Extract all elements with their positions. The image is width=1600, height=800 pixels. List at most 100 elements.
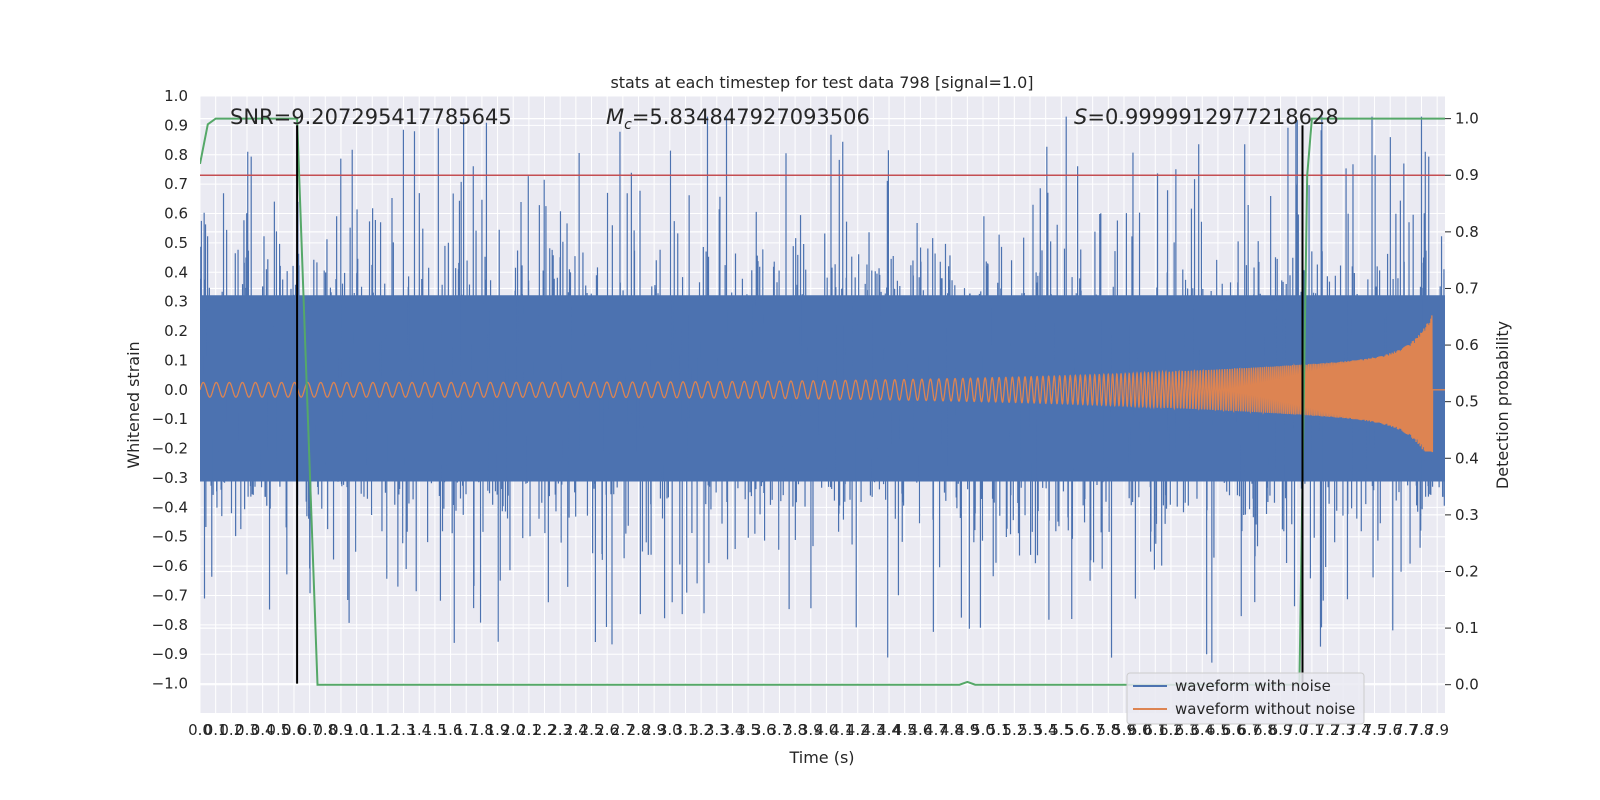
x-tick-label: 1.7 bbox=[454, 721, 478, 739]
x-tick-label: 1.6 bbox=[439, 721, 463, 739]
left-y-tick-labels: 1.0 0.9 0.8 0.7 0.6 0.5 0.4 0.3 0.2 0.1 0.0 −0.1 −0.… bbox=[152, 87, 188, 693]
x-tick-label: 2.1 bbox=[517, 721, 541, 739]
left-y-tick-label: 0.5 bbox=[164, 234, 188, 252]
x-tick-label: 5.3 bbox=[1018, 721, 1042, 739]
x-tick-label: 5.4 bbox=[1034, 721, 1058, 739]
x-tick-label: 1.8 bbox=[470, 721, 494, 739]
x-tick-label: 0.7 bbox=[298, 721, 322, 739]
left-y-tick-label: 0.4 bbox=[164, 263, 188, 281]
x-tick-label: 3.6 bbox=[752, 721, 776, 739]
x-tick-label: 6.5 bbox=[1206, 721, 1230, 739]
legend-label-clean: waveform without noise bbox=[1175, 700, 1355, 718]
left-y-tick-label: −0.7 bbox=[152, 586, 188, 604]
x-tick-label: 2.7 bbox=[611, 721, 635, 739]
x-tick-label: 3.1 bbox=[674, 721, 698, 739]
right-y-tick-label: 0.5 bbox=[1455, 393, 1479, 411]
x-tick-label: 7.3 bbox=[1331, 721, 1355, 739]
x-tick-label: 4.1 bbox=[830, 721, 854, 739]
left-y-tick-label: −0.4 bbox=[152, 498, 188, 516]
x-tick-label: 2.6 bbox=[595, 721, 619, 739]
x-tick-label: 3.5 bbox=[736, 721, 760, 739]
x-tick-label: 5.0 bbox=[971, 721, 995, 739]
x-tick-label: 6.2 bbox=[1159, 721, 1183, 739]
x-tick-label: 2.0 bbox=[501, 721, 525, 739]
x-tick-label: 2.8 bbox=[627, 721, 651, 739]
x-tick-label: 4.7 bbox=[924, 721, 948, 739]
x-tick-label: 0.8 bbox=[313, 721, 337, 739]
right-y-tick-label: 1.0 bbox=[1455, 110, 1479, 128]
left-y-tick-label: 0.7 bbox=[164, 175, 188, 193]
x-tick-label: 5.6 bbox=[1065, 721, 1089, 739]
right-y-tick-label: 0.7 bbox=[1455, 279, 1479, 297]
x-tick-label: 6.0 bbox=[1128, 721, 1152, 739]
right-y-tick-label: 0.3 bbox=[1455, 506, 1479, 524]
x-tick-labels: 0.00.10.20.30.40.50.60.70.80.91.01.11.21… bbox=[188, 721, 1449, 739]
x-tick-label: 5.8 bbox=[1096, 721, 1120, 739]
x-tick-label: 6.7 bbox=[1237, 721, 1261, 739]
left-y-tick-label: 0.6 bbox=[164, 205, 188, 223]
left-y-tick-label: 0.1 bbox=[164, 351, 188, 369]
left-y-tick-label: 0.8 bbox=[164, 146, 188, 164]
x-tick-label: 0.4 bbox=[251, 721, 275, 739]
left-y-tick-label: −0.3 bbox=[152, 469, 188, 487]
x-tick-label: 1.0 bbox=[345, 721, 369, 739]
x-tick-label: 5.1 bbox=[987, 721, 1011, 739]
x-tick-label: 6.1 bbox=[1143, 721, 1167, 739]
x-tick-label: 1.9 bbox=[486, 721, 510, 739]
x-tick-label: 3.3 bbox=[705, 721, 729, 739]
x-tick-label: 0.1 bbox=[204, 721, 228, 739]
series-waveform-without-noise bbox=[200, 315, 1445, 453]
x-tick-label: 5.7 bbox=[1081, 721, 1105, 739]
chirp-mass-annotation: Mc=5.834847927093506 bbox=[606, 105, 870, 133]
x-tick-label: 7.0 bbox=[1284, 721, 1308, 739]
left-y-tick-label: −0.5 bbox=[152, 528, 188, 546]
left-y-axis-label: Whitened strain bbox=[124, 341, 143, 468]
left-y-tick-label: −0.8 bbox=[152, 616, 188, 634]
right-y-tick-label: 0.4 bbox=[1455, 449, 1479, 467]
snr-annotation: SNR=9.207295417785645 bbox=[230, 105, 512, 129]
left-y-tick-label: −1.0 bbox=[152, 675, 188, 693]
x-tick-label: 3.2 bbox=[689, 721, 713, 739]
x-tick-label: 4.3 bbox=[861, 721, 885, 739]
chart-title: stats at each timestep for test data 798… bbox=[610, 73, 1033, 92]
x-tick-label: 7.9 bbox=[1425, 721, 1449, 739]
right-y-axis-label: Detection probability bbox=[1493, 321, 1512, 489]
x-tick-label: 7.1 bbox=[1300, 721, 1324, 739]
right-y-tick-labels: 1.0 0.9 0.8 0.7 0.6 0.5 0.4 0.3 0.2 0.1 0.0 bbox=[1445, 110, 1479, 694]
x-tick-label: 6.3 bbox=[1175, 721, 1199, 739]
x-tick-label: 7.2 bbox=[1316, 721, 1340, 739]
x-tick-label: 5.9 bbox=[1112, 721, 1136, 739]
x-tick-label: 7.4 bbox=[1347, 721, 1371, 739]
score-annotation: S=0.9999912977218628 bbox=[1074, 105, 1339, 129]
x-tick-label: 7.8 bbox=[1410, 721, 1434, 739]
x-tick-label: 6.4 bbox=[1190, 721, 1214, 739]
x-tick-label: 6.8 bbox=[1253, 721, 1277, 739]
x-tick-label: 2.4 bbox=[564, 721, 588, 739]
x-tick-label: 2.2 bbox=[533, 721, 557, 739]
x-tick-label: 3.7 bbox=[768, 721, 792, 739]
right-y-tick-label: 0.0 bbox=[1455, 676, 1479, 694]
left-y-tick-label: 1.0 bbox=[164, 87, 188, 105]
x-tick-label: 7.5 bbox=[1363, 721, 1387, 739]
right-y-tick-label: 0.8 bbox=[1455, 223, 1479, 241]
x-tick-label: 4.0 bbox=[814, 721, 838, 739]
x-tick-label: 0.9 bbox=[329, 721, 353, 739]
x-tick-label: 6.6 bbox=[1222, 721, 1246, 739]
x-tick-label: 4.4 bbox=[877, 721, 901, 739]
x-tick-label: 3.8 bbox=[783, 721, 807, 739]
right-y-tick-label: 0.9 bbox=[1455, 166, 1479, 184]
x-tick-label: 0.5 bbox=[266, 721, 290, 739]
x-tick-label: 0.6 bbox=[282, 721, 306, 739]
left-y-tick-label: 0.3 bbox=[164, 293, 188, 311]
right-y-tick-label: 0.6 bbox=[1455, 336, 1479, 354]
left-y-tick-label: −0.2 bbox=[152, 440, 188, 458]
x-tick-label: 0.3 bbox=[235, 721, 259, 739]
x-tick-label: 4.2 bbox=[846, 721, 870, 739]
x-tick-label: 0.0 bbox=[188, 721, 212, 739]
x-tick-label: 2.9 bbox=[642, 721, 666, 739]
x-tick-label: 4.5 bbox=[893, 721, 917, 739]
x-tick-label: 2.3 bbox=[548, 721, 572, 739]
x-tick-label: 4.6 bbox=[908, 721, 932, 739]
x-tick-label: 4.9 bbox=[955, 721, 979, 739]
